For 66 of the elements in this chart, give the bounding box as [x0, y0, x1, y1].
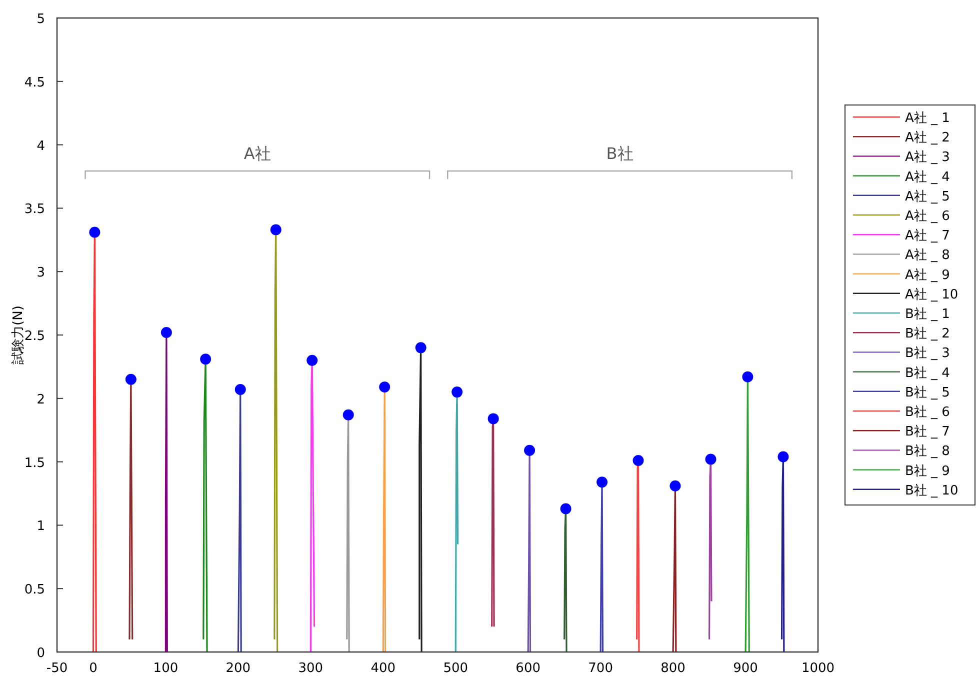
x-tick-label: 900 — [733, 661, 758, 676]
x-tick-label: 500 — [443, 661, 468, 676]
legend-label: A社 _ 1 — [905, 111, 950, 126]
point — [234, 384, 246, 396]
legend-label: A社 _ 10 — [905, 287, 958, 302]
x-tick-label: 0 — [89, 661, 98, 676]
legend-label: A社 _ 2 — [905, 130, 950, 146]
point — [415, 342, 426, 354]
x-tick-label: 700 — [588, 661, 613, 676]
point — [705, 454, 716, 465]
legend-label: B社 _ 5 — [905, 385, 950, 400]
legend-label: A社 _ 6 — [905, 209, 950, 224]
legend-label: B社 _ 9 — [905, 464, 950, 479]
legend-label: B社 _ 6 — [905, 405, 950, 420]
point — [524, 444, 536, 456]
point — [560, 503, 572, 514]
point — [488, 413, 499, 424]
y-tick-label: 1.5 — [24, 456, 45, 471]
x-tick-label: 1000 — [801, 661, 835, 676]
x-tick-label: 300 — [298, 661, 324, 676]
point — [306, 354, 318, 366]
y-tick-label: 0.5 — [24, 582, 45, 598]
point — [89, 226, 100, 238]
legend-label: A社 _ 5 — [905, 189, 950, 204]
y-tick-label: 5 — [36, 12, 45, 27]
x-tick-label: 800 — [660, 661, 686, 676]
point — [742, 371, 754, 382]
legend-label: A社 _ 7 — [905, 228, 950, 244]
y-tick-label: 2 — [36, 392, 45, 408]
legend-label: A社 _ 8 — [905, 248, 950, 264]
legend-label: B社 _ 3 — [905, 346, 950, 362]
annotation: A社 — [244, 144, 271, 163]
point — [270, 224, 282, 236]
point — [160, 326, 172, 338]
y-tick-label: 4.5 — [24, 75, 45, 90]
point — [596, 476, 608, 488]
x-tick-label: 100 — [153, 661, 178, 676]
legend-label: A社 _ 3 — [905, 150, 950, 166]
point — [778, 451, 789, 462]
legend-label: B社 _ 7 — [905, 424, 950, 440]
legend-label: B社 _ 10 — [905, 483, 958, 498]
legend-label: B社 _ 4 — [905, 366, 950, 381]
y-tick-label: 1 — [36, 519, 45, 534]
legend-label: A社 _ 4 — [905, 170, 950, 185]
x-tick-label: 400 — [370, 661, 396, 676]
legend-label: A社 _ 9 — [905, 268, 950, 283]
y-axis-title: 試験力(N) — [11, 306, 26, 364]
y-tick-label: 4 — [36, 138, 45, 154]
point — [200, 354, 212, 365]
x-tick-label: 600 — [516, 661, 541, 676]
y-tick-label: 3 — [36, 266, 45, 281]
legend-label: B社 _ 1 — [905, 307, 950, 322]
y-tick-label: 2.5 — [24, 329, 45, 344]
y-tick-label: 3.5 — [24, 202, 45, 218]
legend-label: B社 _ 2 — [905, 326, 950, 342]
x-tick-label: -50 — [46, 661, 68, 676]
annotation: B社 — [606, 144, 634, 163]
point — [342, 409, 354, 420]
y-tick-label: 0 — [36, 646, 45, 661]
legend-label: B社 _ 8 — [905, 444, 950, 460]
point — [670, 480, 681, 492]
point — [379, 381, 390, 392]
point — [452, 386, 463, 398]
point — [125, 374, 136, 385]
point — [632, 455, 644, 466]
x-tick-label: 200 — [226, 661, 251, 676]
